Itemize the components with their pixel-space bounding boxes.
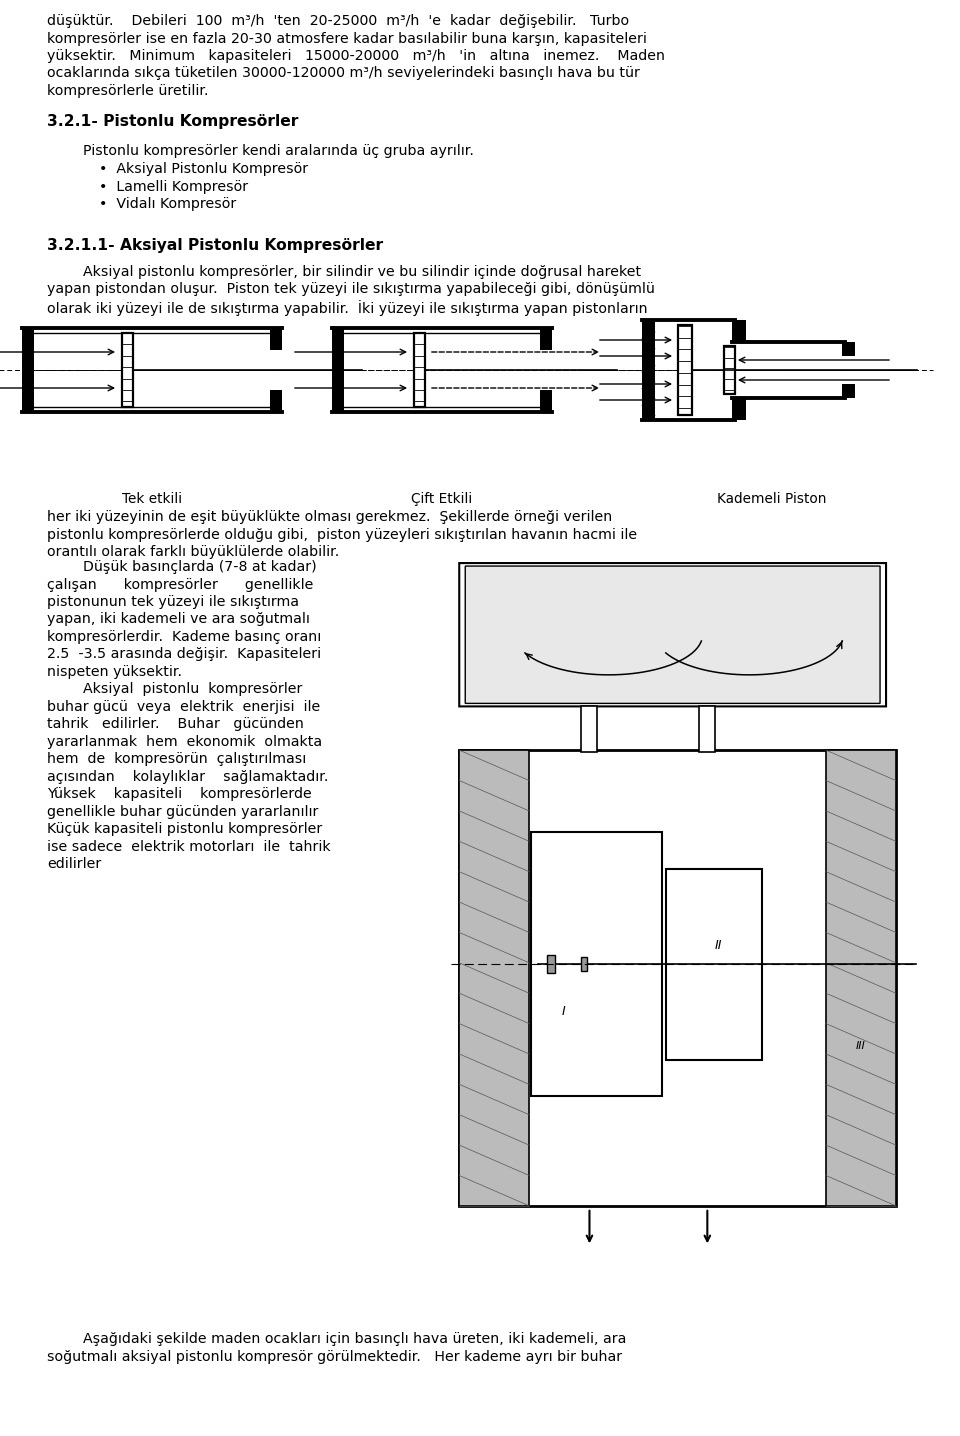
Bar — [826, 750, 896, 1206]
Bar — [842, 342, 855, 356]
Bar — [642, 320, 655, 419]
Text: yararlanmak  hem  ekonomik  olmakta: yararlanmak hem ekonomik olmakta — [47, 735, 323, 750]
Text: III: III — [856, 1041, 866, 1051]
Bar — [540, 391, 552, 412]
Bar — [270, 391, 282, 412]
Text: Tek etkili: Tek etkili — [122, 493, 182, 505]
Text: yapan pistondan oluşur.  Piston tek yüzeyi ile sıkıştırma yapabileceği gibi, dön: yapan pistondan oluşur. Piston tek yüzey… — [47, 283, 655, 296]
Text: buhar gücü  veya  elektrik  enerjisi  ile: buhar gücü veya elektrik enerjisi ile — [47, 699, 321, 714]
Text: genellikle buhar güсünden yararlanılır: genellikle buhar güсünden yararlanılır — [47, 806, 319, 819]
Bar — [732, 320, 746, 342]
Text: tahrik   edilirler.    Buhar   güсünden: tahrik edilirler. Buhar güсünden — [47, 718, 304, 731]
Text: Yüksek    kapasiteli    kompresörlerde: Yüksek kapasiteli kompresörlerde — [47, 787, 312, 801]
Bar — [122, 333, 133, 406]
Text: edilirler: edilirler — [47, 857, 101, 872]
Text: açısından    kolaylıklar    sağlamaktadır.: açısından kolaylıklar sağlamaktadır. — [47, 770, 328, 784]
Text: •  Lamelli Kompresör: • Lamelli Kompresör — [99, 180, 248, 194]
Text: Düşük basınçlarda (7-8 at kadar): Düşük basınçlarda (7-8 at kadar) — [47, 560, 317, 574]
FancyBboxPatch shape — [459, 563, 886, 707]
Text: Aşağıdaki şekilde maden ocakları için basınçlı hava üreten, iki kademeli, ara: Aşağıdaki şekilde maden ocakları için ba… — [47, 1333, 626, 1346]
Text: 3.2.1.1- Aksiyal Pistonlu Kompresörler: 3.2.1.1- Aksiyal Pistonlu Kompresörler — [47, 238, 383, 253]
Text: pistonunun tek yüzeyi ile sıkıştırma: pistonunun tek yüzeyi ile sıkıştırma — [47, 595, 299, 609]
Bar — [678, 325, 692, 415]
Bar — [842, 383, 855, 398]
Text: ocaklarında sıkça tüketilen 30000-120000 m³/h seviyelerindeki basınçlı hava bu t: ocaklarında sıkça tüketilen 30000-120000… — [47, 66, 640, 80]
Bar — [666, 869, 762, 1060]
Text: yapan, iki kademeli ve ara soğutmalı: yapan, iki kademeli ve ara soğutmalı — [47, 613, 310, 626]
Text: yüksektir.   Minimum   kapasiteleri   15000-20000   m³/h   'in   altına   inemez: yüksektir. Minimum kapasiteleri 15000-20… — [47, 49, 665, 63]
Text: hem  de  kompresörün  çalıştırılması: hem de kompresörün çalıştırılması — [47, 752, 306, 767]
Text: çalışan      kompresörler      genellikle: çalışan kompresörler genellikle — [47, 577, 313, 592]
Bar — [732, 398, 746, 419]
Text: olarak iki yüzeyi ile de sıkıştırma yapabilir.  İki yüzeyi ile sıkıştırma yapan : olarak iki yüzeyi ile de sıkıştırma yapa… — [47, 300, 648, 316]
Text: I: I — [562, 1005, 565, 1018]
Bar — [414, 333, 425, 406]
Bar — [22, 327, 34, 412]
Text: kompresörlerle üretilir.: kompresörlerle üretilir. — [47, 83, 208, 98]
Bar — [724, 346, 735, 393]
Text: Küçük kapasiteli pistonlu kompresörler: Küçük kapasiteli pistonlu kompresörler — [47, 823, 323, 837]
Text: ise sadece  elektrik motorları  ile  tahrik: ise sadece elektrik motorları ile tahrik — [47, 840, 330, 854]
Text: 3.2.1- Pistonlu Kompresörler: 3.2.1- Pistonlu Kompresörler — [47, 113, 299, 129]
Text: pistonlu kompresörlerde olduğu gibi,  piston yüzeyleri sıkıştırılan havanın hacm: pistonlu kompresörlerde olduğu gibi, pis… — [47, 527, 637, 541]
Text: II: II — [715, 939, 723, 952]
Text: Pistonlu kompresörler kendi aralarında üç gruba ayrılır.: Pistonlu kompresörler kendi aralarında ü… — [47, 144, 474, 158]
Bar — [581, 958, 587, 971]
Bar — [582, 707, 597, 752]
Bar — [459, 750, 529, 1206]
Text: nispeten yüksektir.: nispeten yüksektir. — [47, 665, 182, 679]
Bar — [531, 831, 662, 1097]
Text: orantılı olarak farklı büyüklülerde olabilir.: orantılı olarak farklı büyüklülerde olab… — [47, 546, 339, 559]
Text: her iki yüzeyinin de eşit büyüklükte olması gerekmez.  Şekillerde örneği verilen: her iki yüzeyinin de eşit büyüklükte olm… — [47, 510, 612, 524]
Text: •  Vidalı Kompresör: • Vidalı Kompresör — [99, 197, 236, 211]
Bar — [547, 955, 555, 974]
Text: Aksiyal  pistonlu  kompresörler: Aksiyal pistonlu kompresörler — [47, 682, 302, 696]
Text: kompresörler ise en fazla 20-30 atmosfere kadar basılabilir buna karşın, kapasit: kompresörler ise en fazla 20-30 atmosfer… — [47, 32, 647, 46]
Bar — [459, 750, 896, 1206]
Text: kompresörlerdir.  Kademe basınç oranı: kompresörlerdir. Kademe basınç oranı — [47, 630, 322, 643]
Text: soğutmalı aksiyal pistonlu kompresör görülmektedir.   Her kademe ayrı bir buhar: soğutmalı aksiyal pistonlu kompresör gör… — [47, 1350, 622, 1364]
Text: 2.5  -3.5 arasında değişir.  Kapasiteleri: 2.5 -3.5 arasında değişir. Kapasiteleri — [47, 648, 322, 662]
Bar — [270, 327, 282, 350]
FancyBboxPatch shape — [466, 566, 880, 704]
Text: •  Aksiyal Pistonlu Kompresör: • Aksiyal Pistonlu Kompresör — [99, 162, 308, 177]
Bar — [332, 327, 344, 412]
Bar — [540, 327, 552, 350]
Text: Aksiyal pistonlu kompresörler, bir silindir ve bu silindir içinde doğrusal harek: Aksiyal pistonlu kompresörler, bir silin… — [47, 266, 641, 279]
Text: Çift Etkili: Çift Etkili — [412, 493, 472, 505]
Text: düşüktür.    Debileri  100  m³/h  'ten  20-25000  m³/h  'e  kadar  değişebilir. : düşüktür. Debileri 100 m³/h 'ten 20-2500… — [47, 14, 629, 27]
Text: Kademeli Piston: Kademeli Piston — [717, 493, 827, 505]
Bar — [699, 707, 715, 752]
